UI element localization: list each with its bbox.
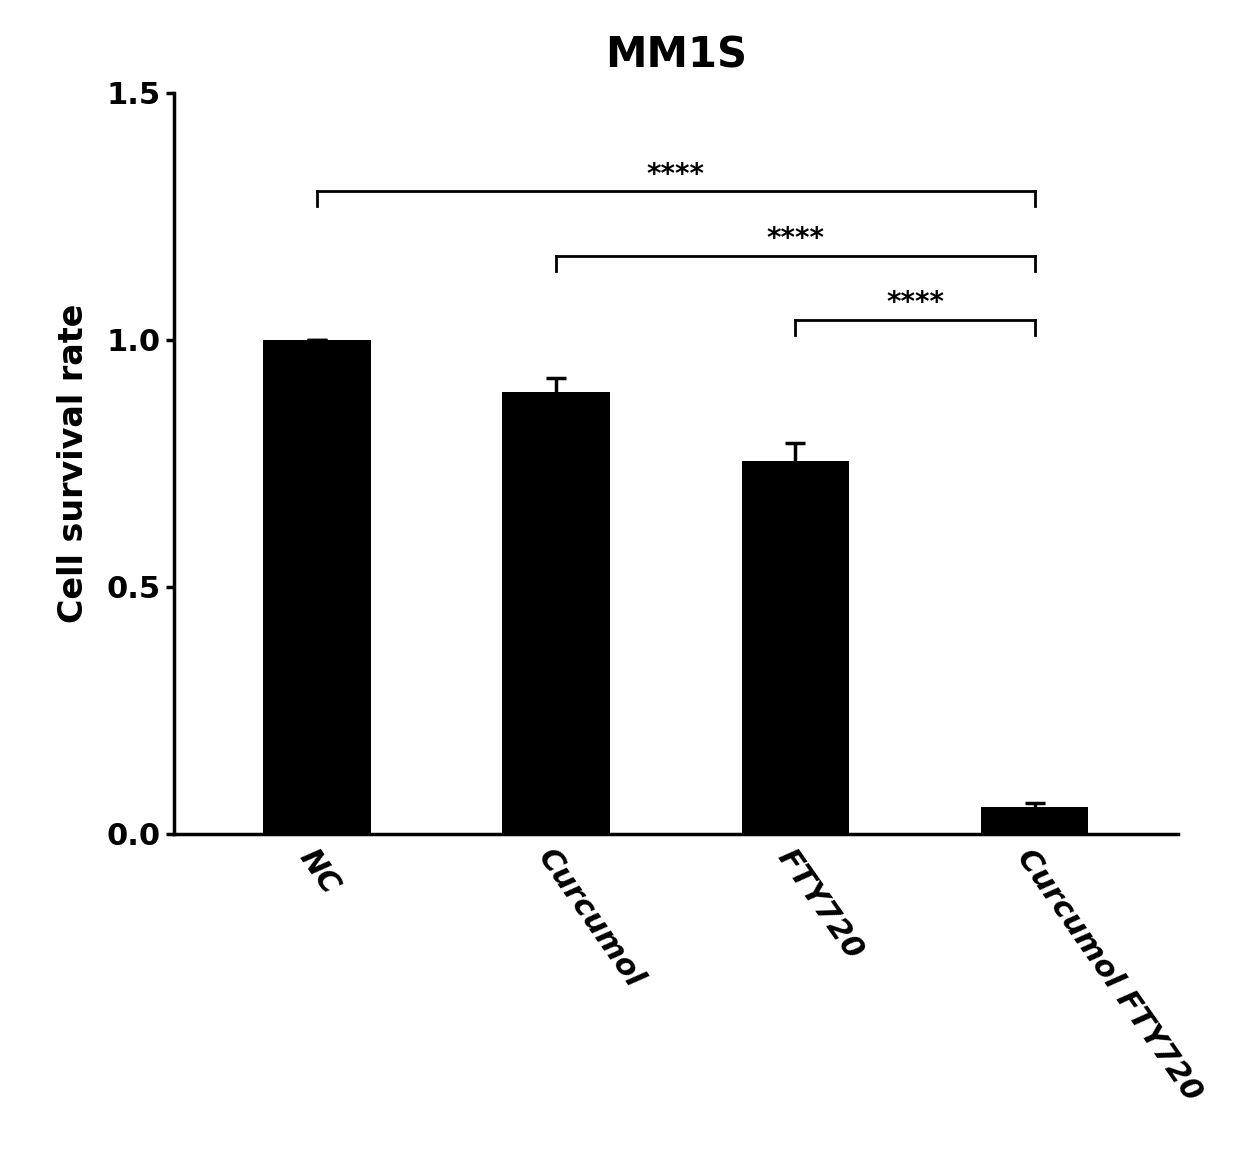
Bar (742, 461, 849, 834)
Bar (981, 807, 1089, 834)
Text: ****: **** (766, 225, 825, 254)
Title: MM1S: MM1S (605, 35, 746, 76)
Text: ****: **** (885, 290, 944, 317)
Bar (502, 391, 610, 834)
Y-axis label: Cell survival rate: Cell survival rate (57, 303, 89, 623)
Bar (263, 339, 371, 834)
Text: ****: **** (647, 161, 704, 189)
